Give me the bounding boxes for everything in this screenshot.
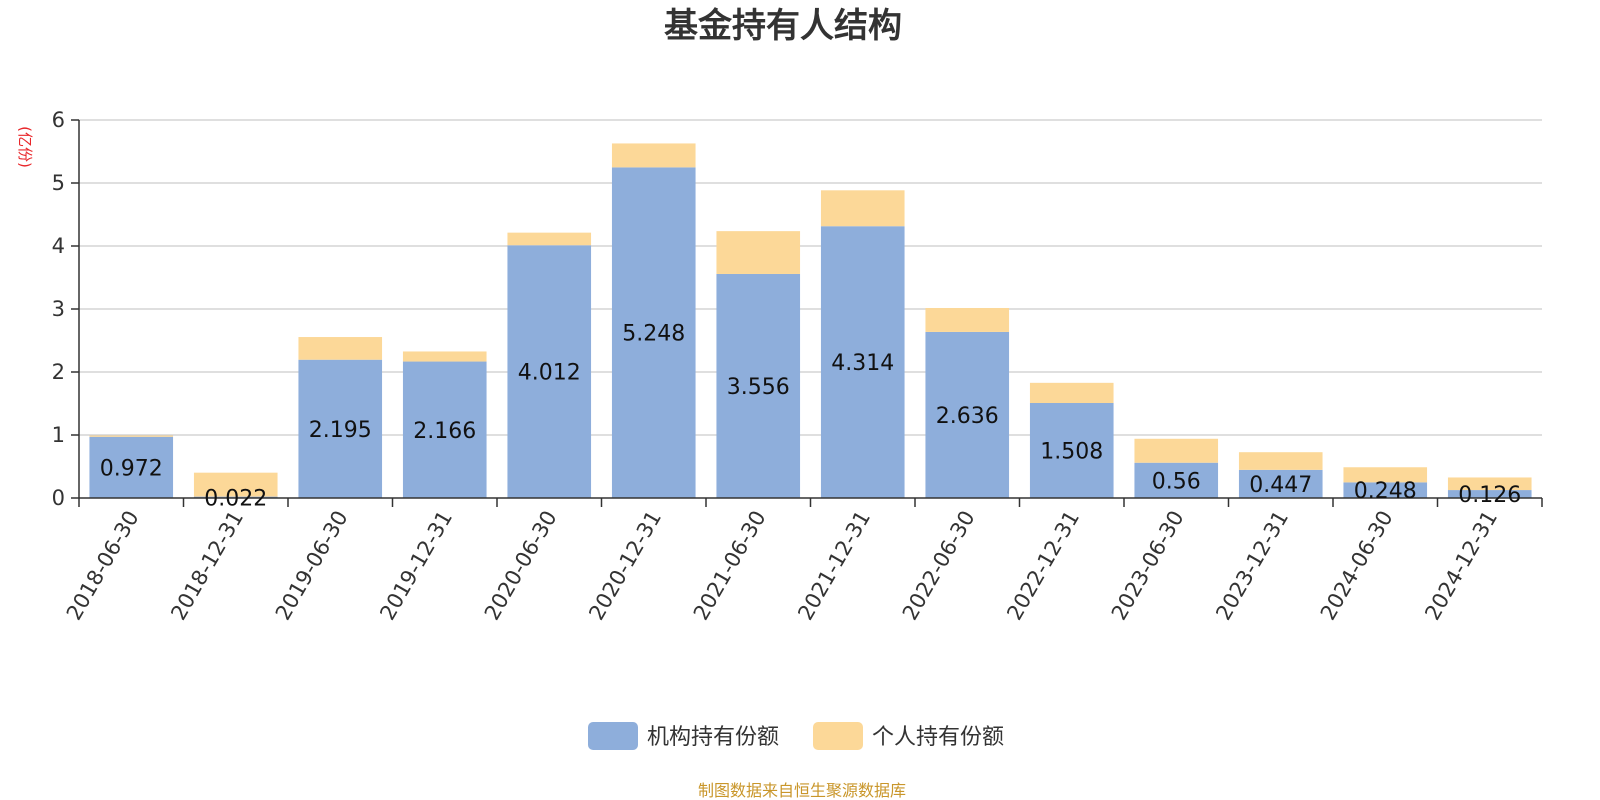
- legend-swatch-institutional: [588, 722, 638, 750]
- data-label-2019-06-30: 2.195: [309, 418, 372, 443]
- data-label-2020-06-30: 4.012: [518, 361, 581, 386]
- bars: [89, 143, 1532, 498]
- bar-institutional-2024-06-30[interactable]: [1343, 482, 1428, 498]
- chart-title: 基金持有人结构: [664, 6, 902, 46]
- bar-institutional-2018-06-30[interactable]: [89, 436, 174, 498]
- bar-institutional-2019-06-30[interactable]: [298, 359, 383, 498]
- bar-institutional-2022-12-31[interactable]: [1029, 402, 1114, 498]
- data-label-2021-12-31: 4.314: [831, 351, 894, 376]
- bar-institutional-2021-06-30[interactable]: [716, 273, 801, 498]
- y-tick-label-2: 2: [52, 360, 65, 384]
- bar-individual-2018-06-30[interactable]: [89, 435, 174, 437]
- data-label-2024-06-30: 0.248: [1354, 479, 1417, 504]
- legend-item-institutional[interactable]: 机构持有份额: [588, 722, 779, 750]
- x-tick-label-2018-12-31: 2018-12-31: [166, 507, 248, 625]
- x-tick-label-2023-06-30: 2023-06-30: [1107, 507, 1189, 625]
- x-tick-label-2019-12-31: 2019-12-31: [375, 507, 457, 625]
- data-label-2023-12-31: 0.447: [1249, 473, 1312, 498]
- bar-institutional-2019-12-31[interactable]: [402, 361, 487, 498]
- y-tick-label-6: 6: [52, 108, 65, 132]
- x-tick-label-2022-12-31: 2022-12-31: [1002, 507, 1084, 625]
- bar-individual-2023-12-31[interactable]: [1238, 452, 1323, 470]
- bar-individual-2024-12-31[interactable]: [1447, 477, 1532, 491]
- y-unit-label: (亿份): [16, 126, 34, 168]
- data-label-2020-12-31: 5.248: [622, 322, 685, 347]
- x-tick-label-2022-06-30: 2022-06-30: [898, 507, 980, 625]
- bar-institutional-2023-06-30[interactable]: [1134, 462, 1219, 498]
- bar-institutional-2020-12-31[interactable]: [611, 167, 696, 498]
- bar-institutional-2024-12-31[interactable]: [1447, 490, 1532, 498]
- bar-individual-2021-06-30[interactable]: [716, 231, 801, 274]
- x-tick-label-2024-06-30: 2024-06-30: [1316, 507, 1398, 625]
- x-tick-label-2021-06-30: 2021-06-30: [689, 507, 771, 625]
- bar-individual-2020-12-31[interactable]: [611, 143, 696, 168]
- y-tick-label-0: 0: [52, 486, 65, 510]
- data-label-2022-06-30: 2.636: [936, 404, 999, 429]
- bar-individual-2021-12-31[interactable]: [820, 190, 905, 227]
- legend-label-institutional: 机构持有份额: [647, 725, 779, 750]
- bar-individual-2019-12-31[interactable]: [402, 351, 487, 362]
- bar-institutional-2023-12-31[interactable]: [1238, 469, 1323, 498]
- data-label-2023-06-30: 0.56: [1152, 469, 1201, 494]
- bar-institutional-2022-06-30[interactable]: [925, 331, 1010, 498]
- legend-item-individual[interactable]: 个人持有份额: [813, 722, 1004, 750]
- bar-individual-2024-06-30[interactable]: [1343, 467, 1428, 483]
- bar-individual-2020-06-30[interactable]: [507, 232, 592, 246]
- y-tick-label-3: 3: [52, 297, 65, 321]
- data-source-note: 制图数据来自恒生聚源数据库: [698, 781, 906, 800]
- bar-individual-2023-06-30[interactable]: [1134, 438, 1219, 463]
- y-tick-label-5: 5: [52, 171, 65, 195]
- x-tick-label-2023-12-31: 2023-12-31: [1211, 507, 1293, 625]
- data-label-2022-12-31: 1.508: [1040, 439, 1103, 464]
- bar-individual-2022-06-30[interactable]: [925, 307, 1010, 332]
- data-label-2018-06-30: 0.972: [100, 456, 163, 481]
- bar-individual-2019-06-30[interactable]: [298, 337, 383, 360]
- bar-individual-2018-12-31[interactable]: [193, 472, 278, 497]
- legend[interactable]: 机构持有份额 个人持有份额: [588, 722, 1004, 750]
- x-tick-label-2020-12-31: 2020-12-31: [584, 507, 666, 625]
- x-tick-label-2019-06-30: 2019-06-30: [271, 507, 353, 625]
- bar-institutional-2020-06-30[interactable]: [507, 245, 592, 498]
- y-tick-label-1: 1: [52, 423, 65, 447]
- bar-institutional-2021-12-31[interactable]: [820, 226, 905, 498]
- x-tick-label-2024-12-31: 2024-12-31: [1420, 507, 1502, 625]
- data-label-2021-06-30: 3.556: [727, 375, 790, 400]
- x-tick-label-2020-06-30: 2020-06-30: [480, 507, 562, 625]
- legend-swatch-individual: [813, 722, 863, 750]
- y-tick-label-4: 4: [52, 234, 65, 258]
- legend-label-individual: 个人持有份额: [872, 725, 1004, 750]
- bar-individual-2022-12-31[interactable]: [1029, 382, 1114, 403]
- x-tick-label-2018-06-30: 2018-06-30: [62, 507, 144, 625]
- data-labels: 0.972 0.022 2.195 2.166 4.012 5.248 3.556 4.314…: [100, 322, 1521, 512]
- data-label-2018-12-31: 0.022: [204, 486, 267, 511]
- data-label-2019-12-31: 2.166: [413, 419, 476, 444]
- x-tick-label-2021-12-31: 2021-12-31: [793, 507, 875, 625]
- data-label-2024-12-31: 0.126: [1458, 483, 1521, 508]
